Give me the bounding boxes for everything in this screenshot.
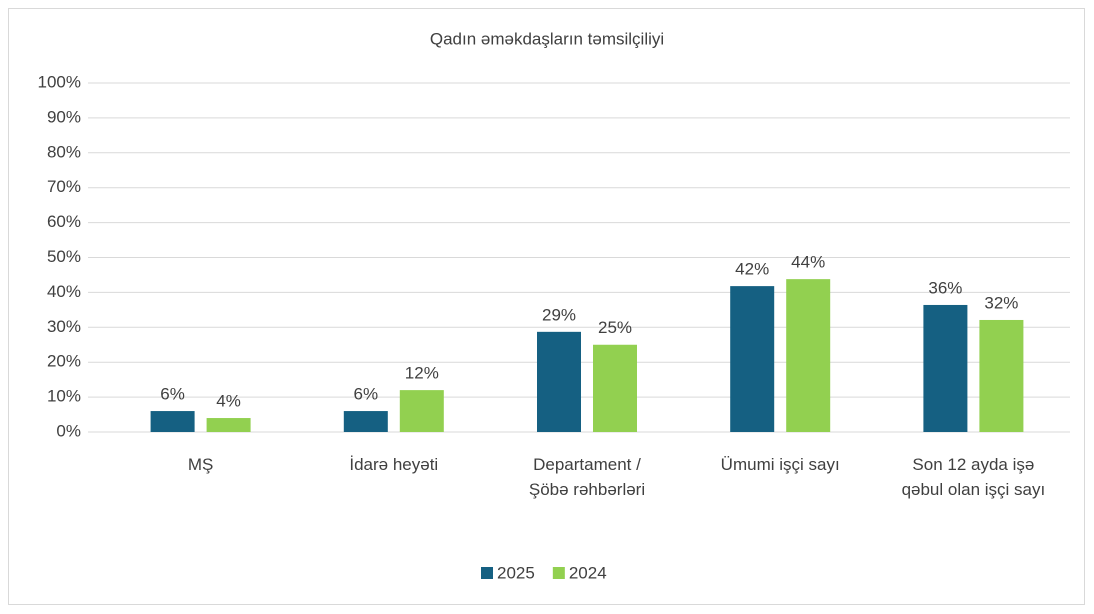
bar [979, 319, 1024, 432]
y-tick-label: 10% [47, 387, 81, 406]
data-label: 32% [984, 293, 1018, 312]
data-label: 42% [735, 260, 769, 279]
data-label: 12% [405, 364, 439, 383]
bar [399, 390, 444, 432]
legend-label: 2024 [569, 563, 607, 582]
bar [150, 411, 195, 432]
x-tick-label: Son 12 ayda işə qəbul olan işçi sayı [901, 455, 1046, 499]
chart-title: Qadın əməkdaşların təmsilçiliyi [430, 29, 664, 48]
y-tick-label: 90% [47, 107, 81, 126]
bar [730, 286, 775, 432]
y-tick-label: 50% [47, 247, 81, 266]
y-tick-label: 100% [38, 72, 81, 91]
data-label: 6% [160, 385, 185, 404]
y-tick-label: 60% [47, 212, 81, 231]
bar [206, 418, 251, 432]
data-label: 29% [542, 305, 576, 324]
x-tick-label: İdarə heyəti [349, 455, 439, 474]
y-tick-label: 0% [56, 421, 81, 440]
bar [343, 411, 388, 432]
data-label: 44% [791, 253, 825, 272]
legend-swatch [481, 567, 493, 579]
y-tick-label: 40% [47, 282, 81, 301]
bar [786, 279, 831, 432]
data-label: 4% [216, 392, 241, 411]
y-tick-label: 80% [47, 142, 81, 161]
chart-border [8, 8, 1085, 605]
bar [593, 344, 637, 432]
x-tick-label: MŞ [187, 455, 214, 474]
data-label: 6% [354, 385, 379, 404]
y-tick-label: 70% [47, 177, 81, 196]
y-tick-label: 20% [47, 352, 81, 371]
bar [923, 304, 968, 432]
data-label: 36% [928, 278, 962, 297]
bar [537, 331, 581, 432]
x-tick-label: Ümumi işçi sayı [720, 455, 840, 474]
y-tick-label: 30% [47, 317, 81, 336]
legend-swatch [552, 567, 565, 579]
legend-label: 2025 [497, 563, 535, 582]
x-tick-label: Departament /Şöbə rəhbərləri [528, 455, 646, 499]
data-label: 25% [598, 318, 632, 337]
